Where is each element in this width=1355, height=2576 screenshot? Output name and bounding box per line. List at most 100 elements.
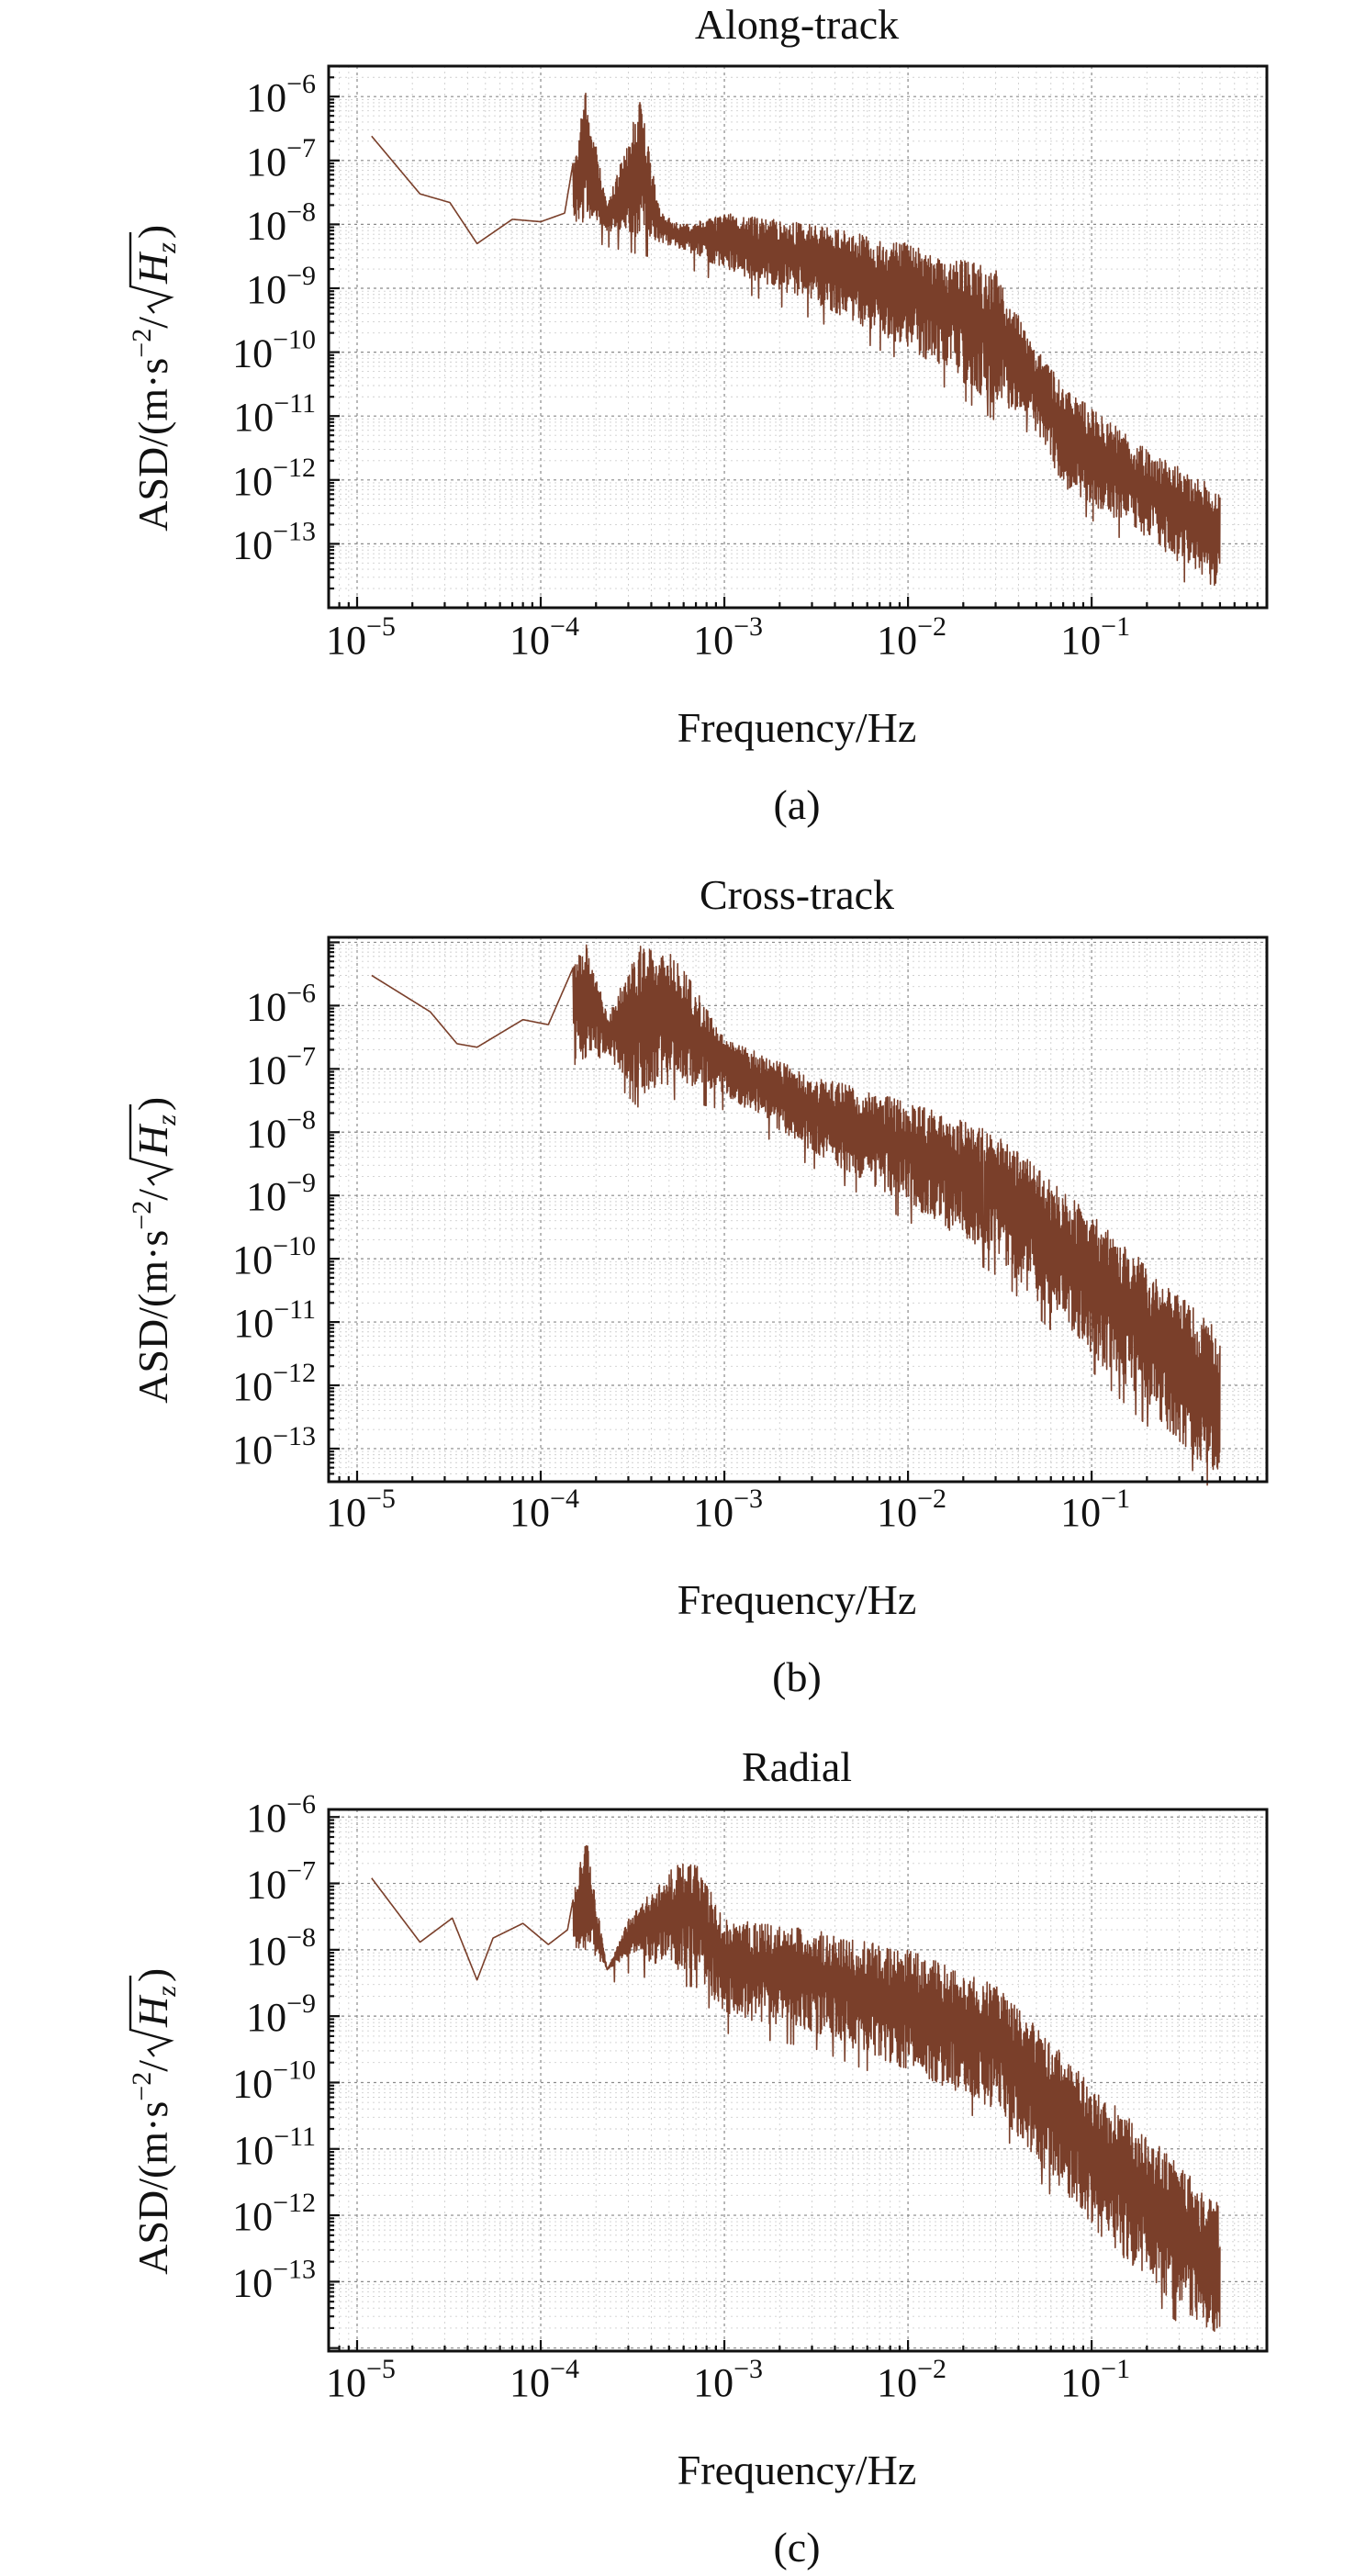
ylabel-radicand-sub: z [151, 1114, 182, 1126]
y-tick-label: 10−11 [233, 388, 316, 440]
x-tick-label: 10−5 [326, 611, 396, 663]
y-tick-label: 10−12 [232, 1358, 316, 1409]
x-tick-label: 10−4 [510, 2354, 579, 2405]
panel-b-ylabel: ASD/(m·s−2/ Hz) [127, 1097, 182, 1404]
y-tick-label: 10−12 [232, 2188, 316, 2239]
y-tick-label: 10−13 [232, 516, 316, 567]
panel-a-grid [328, 65, 1268, 609]
y-tick-label: 10−10 [232, 1231, 316, 1282]
y-tick-label: 10−9 [246, 261, 316, 312]
panel-b-sqrt-sign [129, 1104, 174, 1186]
y-tick-label: 10−12 [232, 453, 316, 504]
y-tick-label: 10−7 [246, 1856, 316, 1908]
panel-c-frame [327, 1808, 1269, 2353]
panel-b-label: (b) [772, 1653, 822, 1700]
ylabel-prefix: ASD/(m·s [129, 358, 176, 532]
y-tick-label: 10−10 [232, 2055, 316, 2106]
y-tick-label: 10−11 [233, 2122, 316, 2173]
panel-c-plot [371, 1844, 1221, 2332]
y-tick-label: 10−9 [246, 1988, 316, 2040]
y-tick-label: 10−7 [246, 1041, 316, 1092]
y-tick-label: 10−11 [233, 1294, 316, 1346]
panel-b: Cross-track 10−610−710−810−910−1010−1110… [127, 871, 1269, 1700]
y-tick-label: 10−6 [246, 1789, 316, 1841]
x-tick-label: 10−5 [326, 1484, 396, 1535]
x-tick-label: 10−1 [1060, 2354, 1130, 2405]
panel-c-ticks [327, 1816, 1269, 2353]
panel-b-ytick-labels: 10−6 10−7 10−8 10−9 10−10 10−11 10−12 10−13 [232, 978, 316, 1473]
y-tick-label: 10−8 [246, 196, 316, 248]
panel-b-grid [328, 937, 1268, 1483]
ylabel-exponent: −2 [127, 329, 157, 358]
panel-a-label: (a) [773, 781, 820, 828]
y-tick-label: 10−7 [246, 133, 316, 185]
panel-a-title: Along-track [695, 1, 899, 48]
x-tick-label: 10−4 [510, 611, 579, 663]
y-tick-label: 10−8 [246, 1922, 316, 1974]
y-tick-label: 10−6 [246, 978, 316, 1029]
panel-c-title: Radial [742, 1743, 852, 1790]
svg-text:Hz): Hz) [129, 1968, 182, 2028]
x-tick-label: 10−1 [1060, 1484, 1130, 1535]
panel-c: Radial 10−610−710−810−910−1010−1110−1210… [127, 1743, 1269, 2570]
x-tick-label: 10−5 [326, 2354, 396, 2405]
x-tick-label: 10−2 [877, 611, 946, 663]
panel-b-xlabel: Frequency/Hz [678, 1576, 917, 1623]
ylabel-radicand-sub: z [151, 1986, 182, 1998]
ylabel-radicand: H [129, 1123, 176, 1157]
ylabel-prefix: ASD/(m·s [129, 1230, 176, 1404]
panel-c-sqrt-sign [129, 1976, 174, 2057]
ylabel-exponent: −2 [127, 1201, 157, 1230]
panel-c-grid [328, 1809, 1268, 2352]
svg-text:ASD/(m·s−2/: ASD/(m·s−2/ [127, 2060, 176, 2275]
ylabel-mid: / [129, 317, 176, 329]
panel-a-frame [327, 64, 1269, 610]
y-tick-label: 10−9 [246, 1168, 316, 1219]
svg-text:Hz): Hz) [129, 1097, 182, 1157]
ylabel-exponent: −2 [127, 2072, 157, 2101]
x-tick-label: 10−2 [877, 2354, 946, 2405]
ylabel-suffix: ) [129, 1968, 176, 1982]
y-tick-label: 10−8 [246, 1104, 316, 1156]
panel-a-ytick-labels: 10−6 10−7 10−8 10−9 10−10 10−11 10−12 10−13 [232, 69, 316, 567]
panel-a-xtick-labels: 10−5 10−4 10−3 10−2 10−1 [326, 611, 1130, 663]
panel-b-title: Cross-track [700, 871, 894, 918]
y-tick-label: 10−13 [232, 1421, 316, 1473]
panel-b-xtick-labels: 10−5 10−4 10−3 10−2 10−1 [326, 1484, 1130, 1535]
asd-series-line [371, 92, 1221, 587]
x-tick-label: 10−3 [693, 611, 763, 663]
x-tick-label: 10−1 [1060, 611, 1130, 663]
x-tick-label: 10−4 [510, 1484, 579, 1535]
y-tick-label: 10−10 [232, 325, 316, 376]
panel-c-label: (c) [773, 2524, 820, 2570]
panel-c-xlabel: Frequency/Hz [678, 2447, 917, 2493]
ylabel-mid: / [129, 1189, 176, 1201]
x-tick-label: 10−3 [693, 2354, 763, 2405]
y-tick-label: 10−13 [232, 2254, 316, 2305]
x-tick-label: 10−3 [693, 1484, 763, 1535]
ylabel-radicand: H [129, 1994, 176, 2028]
panel-a-plot [371, 92, 1221, 587]
panel-a: Along-track 10−610−710−810−910−1010−1110… [127, 1, 1269, 828]
y-tick-label: 10−6 [246, 69, 316, 120]
svg-text:Hz): Hz) [129, 225, 182, 285]
panel-a-sqrt-sign [129, 232, 174, 314]
panel-b-ticks [327, 941, 1269, 1484]
ylabel-mid: / [129, 2060, 176, 2072]
ylabel-suffix: ) [129, 225, 176, 239]
panel-b-plot [371, 944, 1221, 1486]
panel-c-ylabel: ASD/(m·s−2/ Hz) [127, 1968, 182, 2275]
asd-series-line [371, 1844, 1221, 2332]
panel-c-xtick-labels: 10−5 10−4 10−3 10−2 10−1 [326, 2354, 1130, 2405]
x-tick-label: 10−2 [877, 1484, 946, 1535]
panel-a-ylabel: ASD/(m·s−2/ Hz) [127, 225, 182, 532]
panel-a-xlabel: Frequency/Hz [678, 704, 917, 751]
asd-series-line [371, 944, 1221, 1486]
ylabel-radicand: H [129, 251, 176, 285]
panel-c-ytick-labels: 10−6 10−7 10−8 10−9 10−10 10−11 10−12 10−13 [232, 1789, 316, 2305]
svg-text:ASD/(m·s−2/: ASD/(m·s−2/ [127, 317, 176, 532]
ylabel-suffix: ) [129, 1097, 176, 1111]
ylabel-prefix: ASD/(m·s [129, 2101, 176, 2275]
svg-text:ASD/(m·s−2/: ASD/(m·s−2/ [127, 1189, 176, 1404]
